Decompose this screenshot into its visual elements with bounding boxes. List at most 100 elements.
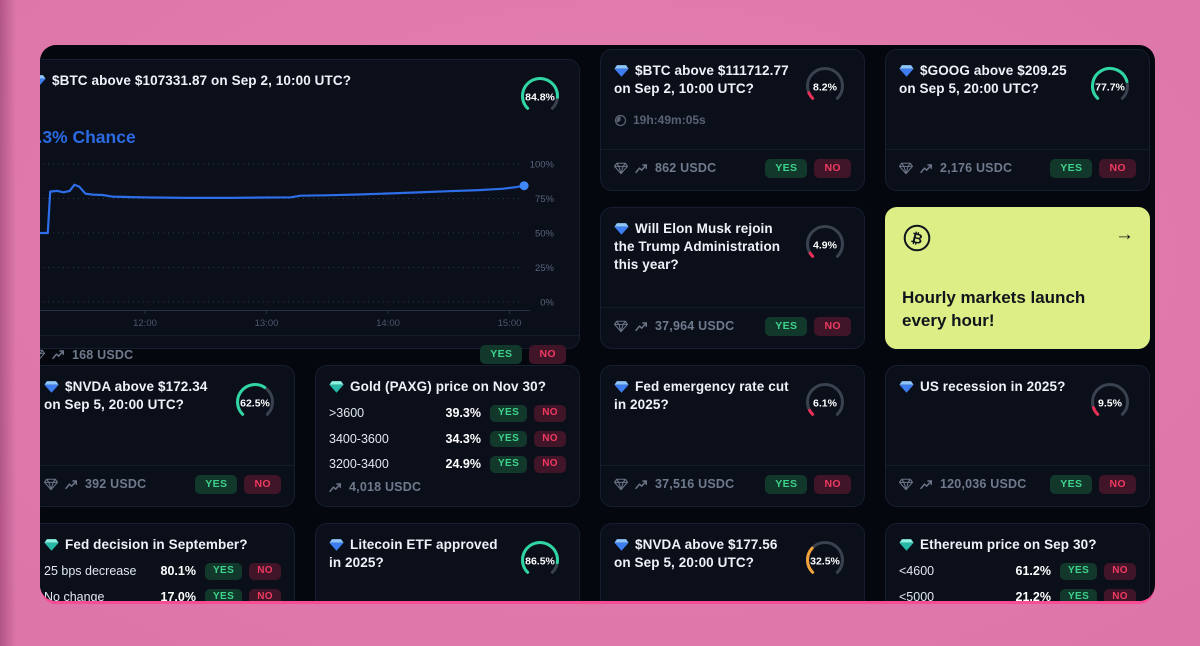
card-header: $NVDA above $172.34 on Sep 5, 20:00 UTC?… bbox=[44, 378, 281, 421]
outcome-probability: 80.1% bbox=[160, 564, 196, 579]
card-gold-paxg-nov30[interactable]: Gold (PAXG) price on Nov 30? >3600 39.3% YE… bbox=[315, 365, 580, 507]
card-title: Fed emergency rate cut in 2025? bbox=[614, 378, 793, 414]
outcome-probability: 39.3% bbox=[445, 406, 481, 421]
volume-text: 862 USDC bbox=[655, 161, 717, 176]
outcome-row: 3400-3600 34.3% YES NO bbox=[329, 430, 566, 448]
outcome-no-button[interactable]: NO bbox=[249, 588, 281, 601]
gem-outline-icon bbox=[40, 349, 45, 359]
y-axis-label: 75% bbox=[535, 194, 554, 205]
card-header: $GOOG above $209.25 on Sep 5, 20:00 UTC?… bbox=[899, 62, 1136, 105]
no-button[interactable]: NO bbox=[244, 474, 281, 494]
card-us-recession-2025[interactable]: US recession in 2025? 9.5% 120,036 USDC YES… bbox=[885, 365, 1150, 507]
no-button[interactable]: NO bbox=[814, 474, 851, 494]
card-title-text: Litecoin ETF approved in 2025? bbox=[329, 537, 498, 571]
outcome-yes-button[interactable]: YES bbox=[489, 456, 528, 473]
yes-button[interactable]: YES bbox=[765, 474, 808, 494]
clock-icon bbox=[614, 114, 627, 126]
card-hourly-markets-promo[interactable]: ₿ → Hourly markets launch every hour! bbox=[885, 207, 1150, 349]
outcome-probability: 21.2% bbox=[1015, 589, 1051, 601]
card-title: $BTC above $111712.77 on Sep 2, 10:00 UT… bbox=[614, 62, 793, 98]
outcome-yes-button[interactable]: YES bbox=[204, 588, 243, 601]
outcome-no-button[interactable]: NO bbox=[1104, 563, 1136, 580]
card-btc-above-107331[interactable]: $BTC above $107331.87 on Sep 2, 10:00 UT… bbox=[40, 59, 580, 365]
yes-button[interactable]: YES bbox=[765, 316, 808, 336]
card-title: Gold (PAXG) price on Nov 30? bbox=[329, 378, 566, 396]
probability-gauge: 86.5% bbox=[521, 540, 559, 574]
card-litecoin-etf-2025[interactable]: Litecoin ETF approved in 2025? 86.5% bbox=[315, 523, 580, 601]
outcome-probability: 24.9% bbox=[445, 457, 481, 472]
no-button[interactable]: NO bbox=[814, 158, 851, 178]
card-title: $GOOG above $209.25 on Sep 5, 20:00 UTC? bbox=[899, 62, 1078, 98]
card-title-text: Ethereum price on Sep 30? bbox=[920, 537, 1097, 552]
outcome-no-button[interactable]: NO bbox=[534, 430, 566, 448]
outcome-no-button[interactable]: NO bbox=[1104, 588, 1136, 601]
outcome-yes-button[interactable]: YES bbox=[204, 563, 243, 580]
probability-gauge: 84.8% bbox=[521, 76, 559, 110]
outcome-probability: 17.0% bbox=[160, 589, 196, 601]
card-title: Litecoin ETF approved in 2025? bbox=[329, 536, 508, 572]
y-axis-label: 50% bbox=[535, 229, 554, 240]
outcome-no-button[interactable]: NO bbox=[249, 563, 281, 580]
card-nvda-above-177[interactable]: $NVDA above $177.56 on Sep 5, 20:00 UTC?… bbox=[600, 523, 865, 601]
gauge-value: 9.5% bbox=[1098, 398, 1123, 410]
y-axis-label: 100% bbox=[530, 160, 554, 171]
outcome-yes-button[interactable]: YES bbox=[489, 405, 528, 422]
gauge-value: 84.8% bbox=[525, 92, 555, 104]
outcome-yes-button[interactable]: YES bbox=[1059, 563, 1098, 580]
card-title: Ethereum price on Sep 30? bbox=[899, 536, 1136, 554]
card-header: US recession in 2025? 9.5% bbox=[899, 378, 1136, 421]
card-title-text: $NVDA above $177.56 on Sep 5, 20:00 UTC? bbox=[614, 537, 778, 571]
card-footer: 4,018 USDC bbox=[316, 474, 579, 494]
no-button[interactable]: NO bbox=[814, 316, 851, 336]
card-header: Fed emergency rate cut in 2025? 6.1% bbox=[614, 378, 851, 421]
card-header: $NVDA above $177.56 on Sep 5, 20:00 UTC?… bbox=[614, 536, 851, 579]
card-goog-above-209[interactable]: $GOOG above $209.25 on Sep 5, 20:00 UTC?… bbox=[885, 49, 1150, 191]
yes-button[interactable]: YES bbox=[1050, 158, 1093, 178]
gem-outline-icon bbox=[614, 479, 628, 491]
card-footer: 168 USDC YES NO bbox=[40, 335, 579, 365]
gem-outline-icon bbox=[899, 163, 913, 175]
yes-button[interactable]: YES bbox=[195, 474, 238, 494]
gem-icon bbox=[899, 380, 914, 393]
card-fed-emergency-rate-cut[interactable]: Fed emergency rate cut in 2025? 6.1% 37,51… bbox=[600, 365, 865, 507]
gauge-value: 62.5% bbox=[240, 398, 270, 410]
volume-text: 37,516 USDC bbox=[655, 477, 735, 492]
x-axis-label: 12:00 bbox=[133, 318, 157, 329]
outcome-label: >3600 bbox=[329, 406, 365, 421]
outcome-label: <4600 bbox=[899, 564, 935, 579]
card-title-text: Gold (PAXG) price on Nov 30? bbox=[350, 379, 547, 394]
gauge-value: 86.5% bbox=[525, 556, 555, 568]
card-footer: 37,964 USDC YES NO bbox=[601, 306, 864, 336]
card-nvda-above-172[interactable]: $NVDA above $172.34 on Sep 5, 20:00 UTC?… bbox=[40, 365, 295, 507]
card-fed-decision-september[interactable]: Fed decision in September? 25 bps decreas… bbox=[40, 523, 295, 601]
card-elon-musk-trump-admin[interactable]: Will Elon Musk rejoin the Trump Administ… bbox=[600, 207, 865, 349]
outcome-no-button[interactable]: NO bbox=[534, 405, 566, 422]
gem-icon bbox=[44, 380, 59, 393]
outcome-yes-button[interactable]: YES bbox=[489, 430, 528, 448]
no-button[interactable]: NO bbox=[1099, 474, 1136, 494]
outcome-row: <4600 61.2% YES NO bbox=[899, 563, 1136, 580]
latest-point-dot bbox=[519, 181, 529, 191]
outcome-yes-button[interactable]: YES bbox=[1059, 588, 1098, 601]
no-button[interactable]: NO bbox=[1099, 158, 1136, 178]
outcome-label: 3200-3400 bbox=[329, 457, 389, 472]
probability-gauge: 4.9% bbox=[806, 224, 844, 258]
no-button[interactable]: NO bbox=[529, 345, 566, 365]
yes-button[interactable]: YES bbox=[765, 158, 808, 178]
outcome-no-button[interactable]: NO bbox=[534, 456, 566, 473]
card-ethereum-price-sep30[interactable]: Ethereum price on Sep 30? <4600 61.2% YES NO… bbox=[885, 523, 1150, 601]
probability-gauge: 77.7% bbox=[1091, 66, 1129, 100]
card-header: Ethereum price on Sep 30? bbox=[899, 536, 1136, 554]
gauge-value: 77.7% bbox=[1095, 82, 1125, 94]
trend-up-icon bbox=[635, 164, 647, 174]
chance-line bbox=[40, 183, 526, 235]
card-title-text: $NVDA above $172.34 on Sep 5, 20:00 UTC? bbox=[44, 379, 208, 413]
card-header: $BTC above $107331.87 on Sep 2, 10:00 UT… bbox=[40, 72, 566, 115]
yes-button[interactable]: YES bbox=[480, 345, 523, 365]
volume-text: 37,964 USDC bbox=[655, 319, 735, 334]
promo-message: Hourly markets launch every hour! bbox=[902, 288, 1086, 330]
card-title: Fed decision in September? bbox=[44, 536, 281, 554]
yes-button[interactable]: YES bbox=[1050, 474, 1093, 494]
card-btc-above-111712[interactable]: $BTC above $111712.77 on Sep 2, 10:00 UT… bbox=[600, 49, 865, 191]
outcome-label: 3400-3600 bbox=[329, 431, 389, 446]
